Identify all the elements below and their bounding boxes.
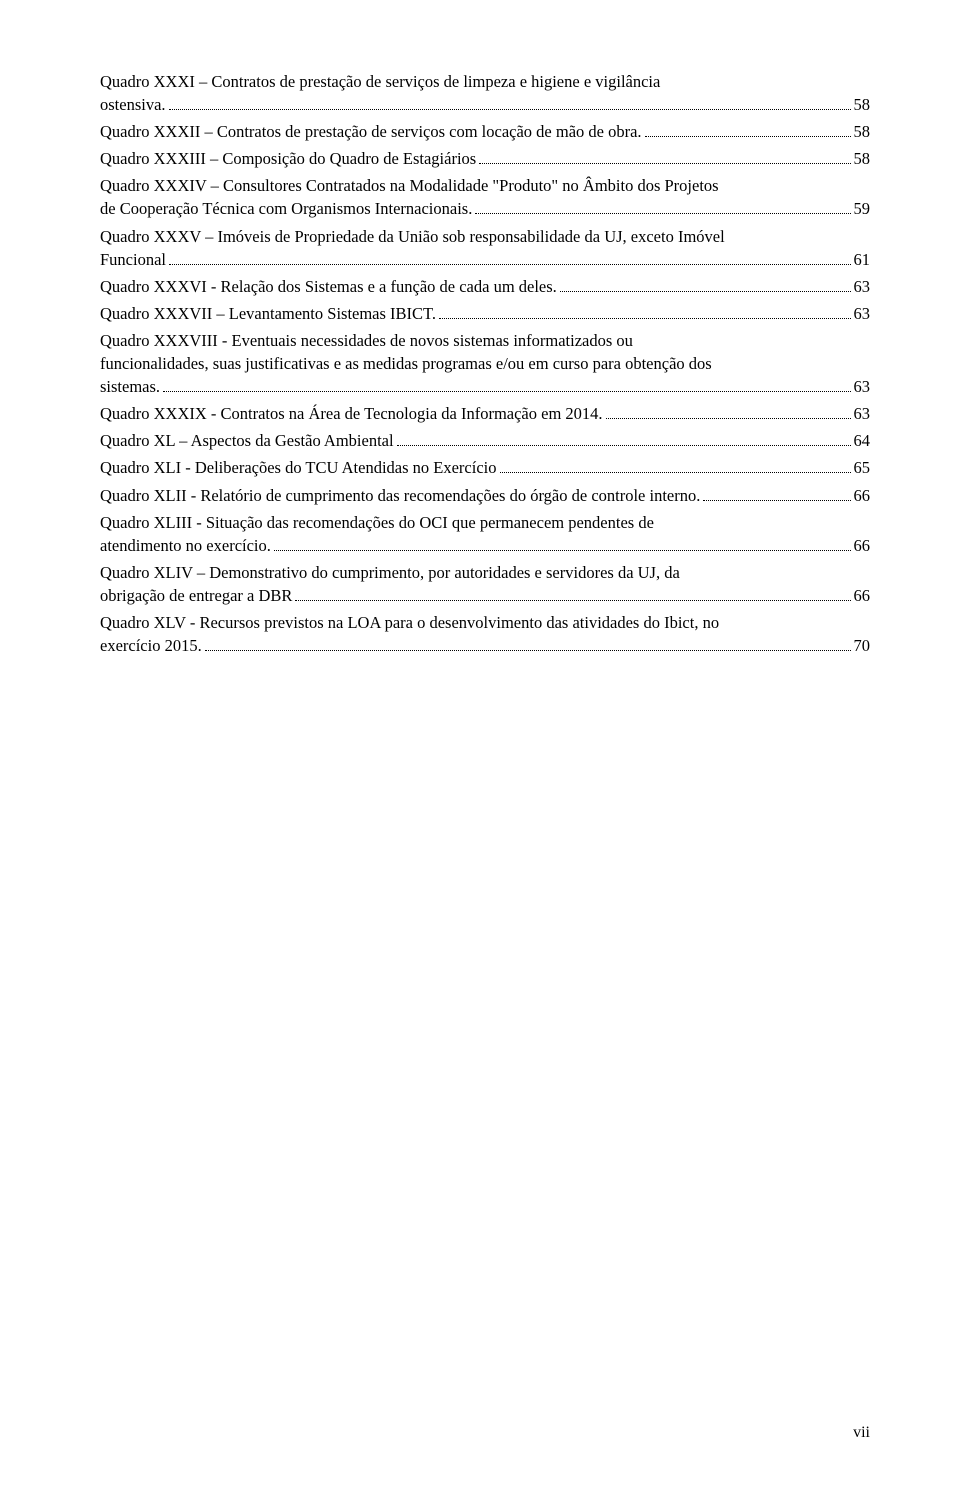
toc-title-line: Quadro XXXI – Contratos de prestação de … bbox=[100, 70, 870, 93]
toc-page-number: 61 bbox=[854, 248, 871, 271]
page-number: vii bbox=[853, 1424, 870, 1442]
toc-entry: Quadro XXXV – Imóveis de Propriedade da … bbox=[100, 225, 870, 271]
toc-text: Funcional bbox=[100, 248, 166, 271]
toc-text: exercício 2015. bbox=[100, 634, 202, 657]
toc-title-line: funcionalidades, suas justificativas e a… bbox=[100, 352, 870, 375]
toc-container: Quadro XXXI – Contratos de prestação de … bbox=[100, 70, 870, 657]
toc-entry: Quadro XLIII - Situação das recomendaçõe… bbox=[100, 511, 870, 557]
toc-page-number: 63 bbox=[854, 375, 871, 398]
toc-last-line: Quadro XLII - Relatório de cumprimento d… bbox=[100, 484, 870, 507]
toc-text: sistemas. bbox=[100, 375, 160, 398]
toc-entry: Quadro XXXVI - Relação dos Sistemas e a … bbox=[100, 275, 870, 298]
toc-entry: Quadro XL – Aspectos da Gestão Ambiental… bbox=[100, 429, 870, 452]
toc-page-number: 63 bbox=[854, 402, 871, 425]
toc-dots bbox=[500, 472, 851, 473]
toc-text: ostensiva. bbox=[100, 93, 166, 116]
toc-dots bbox=[475, 213, 850, 214]
toc-last-line: Quadro XLI - Deliberações do TCU Atendid… bbox=[100, 456, 870, 479]
toc-dots bbox=[169, 264, 851, 265]
toc-dots bbox=[606, 418, 851, 419]
toc-text: Quadro XLI - Deliberações do TCU Atendid… bbox=[100, 456, 497, 479]
toc-text: Quadro XL – Aspectos da Gestão Ambiental bbox=[100, 429, 394, 452]
toc-page-number: 59 bbox=[854, 197, 871, 220]
toc-text: atendimento no exercício. bbox=[100, 534, 271, 557]
toc-dots bbox=[295, 600, 850, 601]
toc-text: Quadro XXXVII – Levantamento Sistemas IB… bbox=[100, 302, 436, 325]
toc-title-line: Quadro XLIV – Demonstrativo do cumprimen… bbox=[100, 561, 870, 584]
toc-entry: Quadro XXXII – Contratos de prestação de… bbox=[100, 120, 870, 143]
toc-text: de Cooperação Técnica com Organismos Int… bbox=[100, 197, 472, 220]
toc-last-line: Quadro XL – Aspectos da Gestão Ambiental… bbox=[100, 429, 870, 452]
toc-text: Quadro XLII - Relatório de cumprimento d… bbox=[100, 484, 700, 507]
toc-title-line: Quadro XLIII - Situação das recomendaçõe… bbox=[100, 511, 870, 534]
toc-entry: Quadro XLIV – Demonstrativo do cumprimen… bbox=[100, 561, 870, 607]
toc-last-line: sistemas. 63 bbox=[100, 375, 870, 398]
toc-page-number: 66 bbox=[854, 584, 871, 607]
toc-dots bbox=[274, 550, 851, 551]
toc-page-number: 70 bbox=[854, 634, 871, 657]
toc-title-line: Quadro XXXVIII - Eventuais necessidades … bbox=[100, 329, 870, 352]
toc-last-line: ostensiva. 58 bbox=[100, 93, 870, 116]
toc-page-number: 63 bbox=[854, 302, 871, 325]
toc-page-number: 63 bbox=[854, 275, 871, 298]
toc-dots bbox=[479, 163, 850, 164]
toc-page-number: 66 bbox=[854, 484, 871, 507]
toc-text: obrigação de entregar a DBR bbox=[100, 584, 292, 607]
toc-dots bbox=[560, 291, 851, 292]
toc-last-line: Funcional 61 bbox=[100, 248, 870, 271]
toc-dots bbox=[169, 109, 851, 110]
toc-last-line: exercício 2015. 70 bbox=[100, 634, 870, 657]
toc-last-line: Quadro XXXII – Contratos de prestação de… bbox=[100, 120, 870, 143]
toc-dots bbox=[163, 391, 850, 392]
toc-last-line: obrigação de entregar a DBR 66 bbox=[100, 584, 870, 607]
toc-entry: Quadro XXXIV – Consultores Contratados n… bbox=[100, 174, 870, 220]
toc-entry: Quadro XXXIX - Contratos na Área de Tecn… bbox=[100, 402, 870, 425]
toc-page-number: 58 bbox=[854, 120, 871, 143]
toc-title-line: Quadro XLV - Recursos previstos na LOA p… bbox=[100, 611, 870, 634]
toc-page-number: 65 bbox=[854, 456, 871, 479]
toc-entry: Quadro XXXI – Contratos de prestação de … bbox=[100, 70, 870, 116]
toc-last-line: Quadro XXXVII – Levantamento Sistemas IB… bbox=[100, 302, 870, 325]
toc-dots bbox=[205, 650, 851, 651]
toc-page-number: 66 bbox=[854, 534, 871, 557]
toc-dots bbox=[703, 500, 850, 501]
toc-text: Quadro XXXIII – Composição do Quadro de … bbox=[100, 147, 476, 170]
toc-page-number: 58 bbox=[854, 93, 871, 116]
toc-title-line: Quadro XXXV – Imóveis de Propriedade da … bbox=[100, 225, 870, 248]
toc-last-line: Quadro XXXVI - Relação dos Sistemas e a … bbox=[100, 275, 870, 298]
toc-entry: Quadro XXXVII – Levantamento Sistemas IB… bbox=[100, 302, 870, 325]
toc-dots bbox=[645, 136, 851, 137]
toc-dots bbox=[439, 318, 850, 319]
toc-entry: Quadro XXXIII – Composição do Quadro de … bbox=[100, 147, 870, 170]
toc-dots bbox=[397, 445, 851, 446]
toc-last-line: atendimento no exercício. 66 bbox=[100, 534, 870, 557]
toc-text: Quadro XXXIX - Contratos na Área de Tecn… bbox=[100, 402, 603, 425]
toc-page-number: 64 bbox=[854, 429, 871, 452]
toc-text: Quadro XXXVI - Relação dos Sistemas e a … bbox=[100, 275, 557, 298]
toc-entry: Quadro XLI - Deliberações do TCU Atendid… bbox=[100, 456, 870, 479]
toc-entry: Quadro XLV - Recursos previstos na LOA p… bbox=[100, 611, 870, 657]
toc-entry: Quadro XLII - Relatório de cumprimento d… bbox=[100, 484, 870, 507]
toc-page-number: 58 bbox=[854, 147, 871, 170]
toc-title-line: Quadro XXXIV – Consultores Contratados n… bbox=[100, 174, 870, 197]
toc-last-line: Quadro XXXIII – Composição do Quadro de … bbox=[100, 147, 870, 170]
toc-text: Quadro XXXII – Contratos de prestação de… bbox=[100, 120, 642, 143]
toc-last-line: de Cooperação Técnica com Organismos Int… bbox=[100, 197, 870, 220]
toc-last-line: Quadro XXXIX - Contratos na Área de Tecn… bbox=[100, 402, 870, 425]
toc-entry: Quadro XXXVIII - Eventuais necessidades … bbox=[100, 329, 870, 398]
